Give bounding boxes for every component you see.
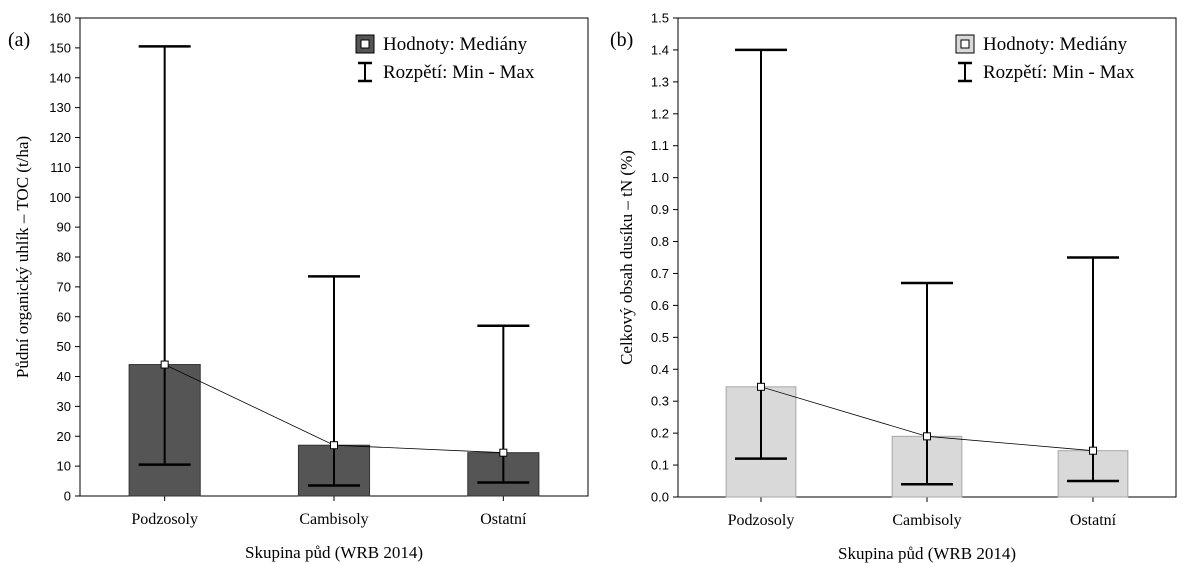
x-axis-title: Skupina půd (WRB 2014): [838, 544, 1016, 563]
y-tick-label: 1.3: [651, 74, 669, 89]
panel-label: (b): [610, 29, 633, 51]
y-tick-label: 100: [49, 190, 71, 205]
median-point: [1089, 446, 1097, 455]
legend-median-marker: [360, 39, 370, 49]
y-tick-label: 0: [64, 489, 71, 504]
x-tick-label: Ostatní: [480, 511, 527, 528]
y-tick-label: 30: [57, 399, 71, 414]
y-tick-label: 140: [49, 70, 71, 85]
y-tick-label: 0.8: [651, 234, 669, 249]
legend-range-label: Rozpětí: Min - Max: [983, 62, 1135, 83]
y-tick-label: 120: [49, 130, 71, 145]
y-tick-label: 10: [57, 459, 71, 474]
y-tick-label: 0.2: [651, 426, 669, 441]
y-tick-label: 0.7: [651, 266, 669, 281]
y-tick-label: 0.6: [651, 298, 669, 313]
median-point: [757, 382, 765, 391]
legend-median-marker: [960, 39, 970, 49]
y-tick-label: 0.1: [651, 458, 669, 473]
y-tick-label: 40: [57, 369, 71, 384]
x-axis-title: Skupina půd (WRB 2014): [245, 543, 423, 562]
y-tick-label: 0.5: [651, 330, 669, 345]
panel-label: (a): [8, 29, 30, 51]
y-tick-label: 130: [49, 100, 71, 115]
y-tick-label: 80: [57, 250, 71, 265]
legend-range-label: Rozpětí: Min - Max: [383, 62, 535, 83]
x-tick-label: Podzosoly: [131, 511, 198, 528]
y-tick-label: 0.0: [651, 490, 669, 505]
y-tick-label: 1.0: [651, 170, 669, 185]
median-point: [499, 448, 508, 457]
y-tick-label: 110: [50, 160, 71, 175]
y-tick-label: 70: [57, 279, 71, 294]
y-tick-label: 0.4: [651, 362, 669, 377]
median-point: [330, 441, 338, 450]
y-tick-label: 150: [49, 40, 71, 55]
x-tick-label: Cambisoly: [299, 511, 368, 528]
y-axis-title: Celkový obsah dusíku – tN (%): [617, 150, 636, 365]
y-tick-label: 50: [57, 339, 71, 354]
y-tick-label: 1.1: [651, 138, 669, 153]
x-tick-label: Cambisoly: [892, 512, 961, 529]
median-point: [923, 432, 931, 441]
y-tick-label: 1.4: [651, 42, 669, 57]
y-tick-label: 20: [57, 429, 71, 444]
x-tick-label: Ostatní: [1070, 512, 1117, 529]
x-tick-label: Podzosoly: [728, 512, 795, 529]
median-point: [160, 360, 169, 369]
y-tick-label: 160: [49, 11, 71, 26]
legend-median-label: Hodnoty: Mediány: [983, 34, 1128, 55]
y-tick-label: 90: [57, 220, 71, 235]
y-tick-label: 1.2: [651, 106, 669, 121]
chart-panel-1: 0 10 20 30 40 50 60 70 80 90 100 110 120 130 140 150 160…: [8, 11, 589, 562]
chart-panel-2: 0.0 0.1 0.2 0.3 0.4 0.5 0.6 0.7 0.8 0.9 1.0 1.1 1.2 1…: [610, 11, 1177, 563]
y-tick-label: 1.5: [651, 11, 669, 26]
y-tick-label: 60: [57, 309, 71, 324]
y-tick-label: 0.9: [651, 202, 669, 217]
y-tick-label: 0.3: [651, 394, 669, 409]
y-axis-title: Půdní organický uhlík – TOC (t/ha): [13, 136, 32, 378]
legend-median-label: Hodnoty: Mediány: [383, 34, 528, 55]
